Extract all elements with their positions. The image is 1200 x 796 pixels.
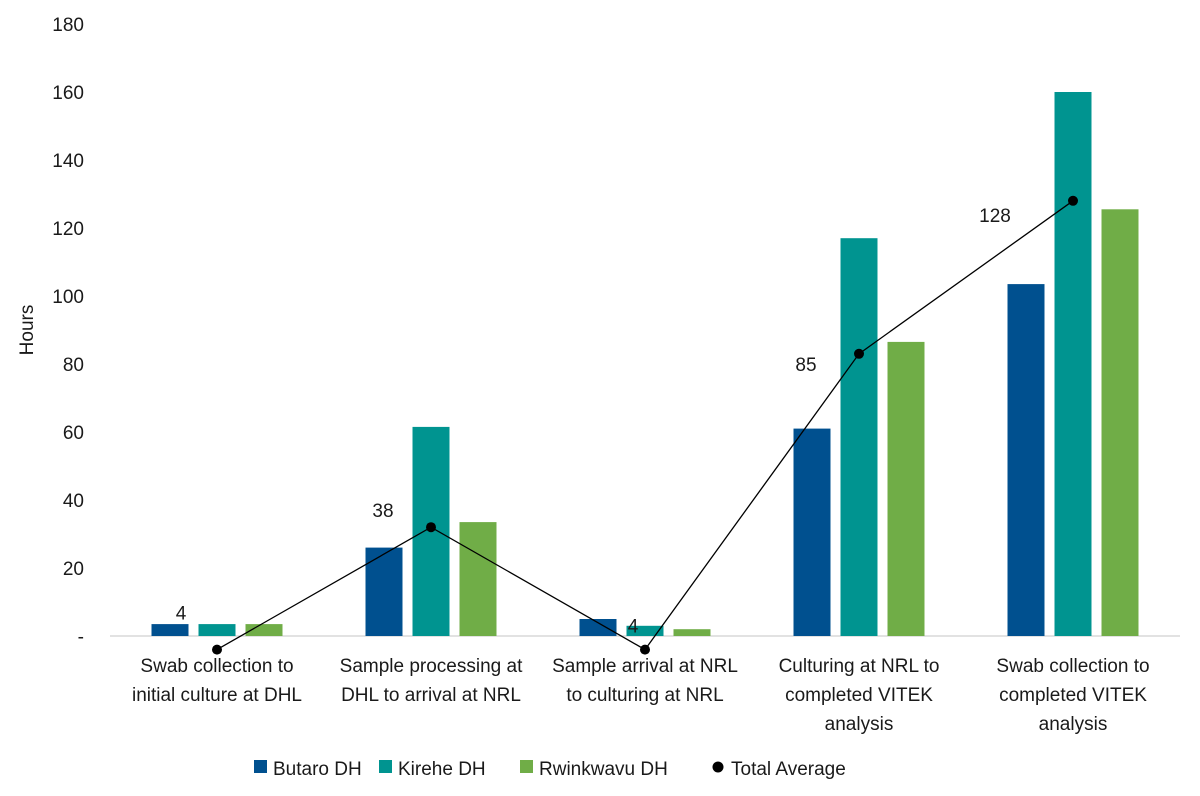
bar-rwinkwavu-dh — [1101, 209, 1139, 637]
y-tick-label: 60 — [63, 423, 84, 444]
total-average-data-label: 38 — [372, 501, 393, 522]
x-category-label: Swab collection to completed VITEK analysi… — [996, 656, 1149, 735]
total-average-point — [640, 644, 650, 655]
bar-rwinkwavu-dh — [245, 624, 283, 636]
y-tick-label: 40 — [63, 491, 84, 512]
y-tick-label: - — [78, 627, 84, 648]
y-tick-label: 120 — [52, 219, 84, 240]
y-tick-label: 140 — [52, 151, 84, 172]
x-category-label: Sample processing at DHL to arrival at NR… — [340, 656, 523, 706]
total-average-data-label: 4 — [628, 617, 639, 638]
bar-butaro-dh — [1007, 284, 1045, 636]
legend-marker — [712, 761, 724, 773]
legend-swatch — [254, 760, 267, 773]
total-average-point — [212, 644, 222, 655]
y-tick-label: 80 — [63, 355, 84, 376]
bar-kirehe-dh — [1054, 92, 1092, 636]
y-axis-title: Hours — [17, 305, 38, 356]
bar-kirehe-dh — [626, 625, 664, 636]
bar-kirehe-dh — [840, 238, 878, 636]
legend-swatch — [520, 760, 533, 773]
legend-label: Kirehe DH — [398, 759, 486, 780]
bar-butaro-dh — [579, 619, 617, 636]
x-category-label: Swab collection to initial culture at DHL — [132, 656, 302, 706]
y-tick-label: 100 — [52, 287, 84, 308]
total-average-point — [1068, 195, 1078, 206]
bar-butaro-dh — [151, 624, 189, 636]
x-category-label: Culturing at NRL to completed VITEK analys… — [779, 656, 940, 735]
legend-label: Total Average — [731, 759, 846, 780]
bar-butaro-dh — [365, 547, 403, 636]
total-average-data-label: 128 — [979, 206, 1011, 227]
bar-rwinkwavu-dh — [459, 522, 497, 636]
bar-rwinkwavu-dh — [887, 341, 925, 636]
total-average-point — [854, 348, 864, 359]
legend-swatch — [379, 760, 392, 773]
total-average-data-label: 4 — [176, 604, 187, 625]
total-average-point — [426, 522, 436, 533]
y-tick-label: 20 — [63, 559, 84, 580]
y-tick-label: 180 — [52, 15, 84, 36]
total-average-data-label: 85 — [795, 355, 816, 376]
y-tick-label: 160 — [52, 83, 84, 104]
x-category-label: Sample arrival at NRL to culturing at NRL — [552, 656, 738, 706]
bar-rwinkwavu-dh — [673, 629, 711, 636]
total-average-line — [216, 200, 1074, 651]
bar-butaro-dh — [793, 428, 831, 636]
legend-label: Butaro DH — [273, 759, 362, 780]
bar-kirehe-dh — [198, 624, 236, 636]
legend-label: Rwinkwavu DH — [539, 759, 668, 780]
